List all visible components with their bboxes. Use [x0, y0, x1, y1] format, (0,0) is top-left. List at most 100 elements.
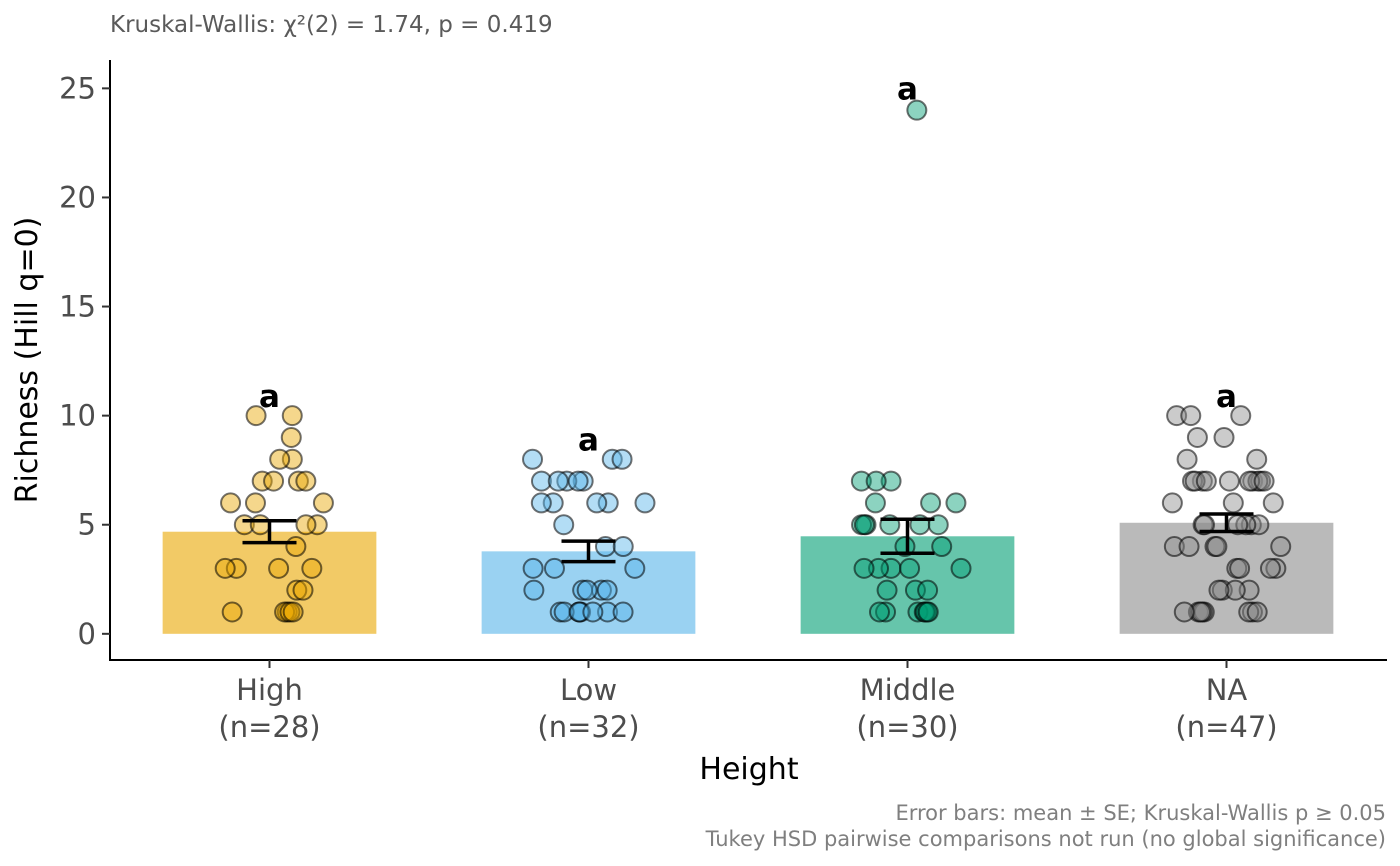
point-high [249, 514, 271, 536]
point-low [612, 601, 634, 623]
point-na [1180, 405, 1202, 427]
point-high [225, 557, 247, 579]
point-na [1230, 405, 1252, 427]
point-middle [880, 470, 902, 492]
point-na [1173, 601, 1195, 623]
point-high [292, 579, 314, 601]
point-low [530, 470, 552, 492]
x-tick-label-na: NA [1206, 673, 1248, 707]
point-low [582, 601, 604, 623]
point-na [1229, 557, 1251, 579]
y-tick-label-25: 25 [59, 71, 96, 105]
point-na [1218, 470, 1240, 492]
point-low [523, 579, 545, 601]
point-na [1262, 492, 1284, 514]
chart-subtitle: Kruskal-Wallis: χ²(2) = 1.74, p = 0.419 [110, 12, 553, 38]
x-tick-label-middle: Middle [860, 673, 956, 707]
point-na [1239, 470, 1261, 492]
point-middle [917, 601, 939, 623]
point-low [597, 492, 619, 514]
point-high [301, 557, 323, 579]
x-tick-n-na: (n=47) [1175, 710, 1277, 744]
point-na [1213, 426, 1235, 448]
point-na [1265, 557, 1287, 579]
point-high [287, 470, 309, 492]
point-middle [945, 492, 967, 514]
caption-line-2: Tukey HSD pairwise comparisons not run (… [705, 827, 1386, 851]
point-high [251, 470, 273, 492]
point-high [312, 492, 334, 514]
point-high [285, 536, 307, 558]
point-middle [899, 557, 921, 579]
point-high [282, 601, 304, 623]
caption-line-1: Error bars: mean ± SE; Kruskal-Wallis p … [895, 801, 1386, 825]
point-high [280, 426, 302, 448]
y-tick-label-20: 20 [59, 180, 96, 214]
bars-layer [162, 522, 1334, 634]
point-low [522, 448, 544, 470]
point-na [1184, 470, 1206, 492]
x-tick-n-middle: (n=30) [856, 710, 958, 744]
point-na [1206, 536, 1228, 558]
point-middle [906, 99, 928, 121]
x-tick-label-low: Low [560, 673, 617, 707]
point-middle [853, 557, 875, 579]
point-na [1163, 536, 1185, 558]
x-tick-n-high: (n=28) [218, 710, 320, 744]
point-na [1166, 405, 1188, 427]
point-low [567, 470, 589, 492]
axes-layer [109, 60, 1387, 661]
x-tick-label-high: High [236, 673, 303, 707]
point-middle [917, 579, 939, 601]
y-tick-label-0: 0 [78, 617, 96, 651]
point-na [1246, 601, 1268, 623]
y-ticks: 0 5 10 15 20 25 [59, 71, 110, 651]
significance-letter-na: a [1216, 379, 1237, 415]
point-middle [865, 470, 887, 492]
significance-letter-middle: a [897, 71, 918, 107]
point-na [1246, 448, 1268, 470]
bar-high [162, 531, 377, 634]
point-middle [876, 579, 898, 601]
point-na [1224, 579, 1246, 601]
point-na [1247, 470, 1269, 492]
point-low [597, 601, 619, 623]
point-middle [931, 536, 953, 558]
point-low [530, 492, 552, 514]
points-layer [214, 99, 1292, 623]
point-middle [868, 601, 890, 623]
point-na [1270, 536, 1292, 558]
y-axis-title: Richness (Hill q=0) [10, 217, 45, 504]
point-middle [894, 536, 916, 558]
point-high [295, 470, 317, 492]
point-high [214, 557, 236, 579]
point-middle [950, 557, 972, 579]
point-middle [875, 601, 897, 623]
point-low [611, 448, 633, 470]
point-na [1208, 579, 1230, 601]
point-low [624, 557, 646, 579]
point-na [1178, 536, 1200, 558]
point-low [596, 579, 618, 601]
y-tick-label-5: 5 [78, 508, 96, 542]
point-middle [850, 470, 872, 492]
point-middle [853, 514, 875, 536]
point-low [634, 492, 656, 514]
point-high [263, 470, 285, 492]
point-low [576, 579, 598, 601]
point-na [1253, 470, 1275, 492]
point-low [553, 601, 575, 623]
point-na [1161, 492, 1183, 514]
x-axis-title: Height [699, 752, 798, 787]
point-high [220, 492, 242, 514]
y-tick-label-15: 15 [59, 290, 96, 324]
point-middle [920, 492, 942, 514]
point-high [306, 514, 328, 536]
point-na [1176, 448, 1198, 470]
significance-letter-high: a [259, 379, 280, 415]
point-high [281, 405, 303, 427]
x-ticks: High(n=28) Low(n=32) Middle(n=30) NA(n=47) [218, 660, 1278, 744]
letters-layer: a a a a [259, 71, 1237, 458]
point-low [547, 470, 569, 492]
point-low [543, 557, 565, 579]
